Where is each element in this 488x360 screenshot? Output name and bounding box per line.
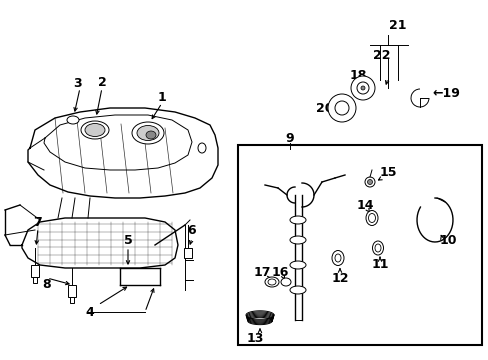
Circle shape xyxy=(327,94,355,122)
Text: 4: 4 xyxy=(85,306,94,319)
Ellipse shape xyxy=(374,244,380,252)
Circle shape xyxy=(334,101,348,115)
Text: 8: 8 xyxy=(42,279,51,292)
Ellipse shape xyxy=(331,251,343,266)
Bar xyxy=(31,265,39,277)
Text: ←19: ←19 xyxy=(431,86,459,99)
Ellipse shape xyxy=(146,131,156,139)
Ellipse shape xyxy=(289,286,305,294)
Circle shape xyxy=(360,86,364,90)
Text: 1: 1 xyxy=(157,90,166,104)
Text: 17: 17 xyxy=(253,266,270,279)
Text: 18: 18 xyxy=(348,68,366,81)
Text: 12: 12 xyxy=(330,271,348,284)
Ellipse shape xyxy=(365,211,377,225)
Polygon shape xyxy=(28,108,218,198)
Polygon shape xyxy=(22,218,178,268)
Bar xyxy=(238,145,481,345)
Ellipse shape xyxy=(67,116,79,124)
Text: 20: 20 xyxy=(316,102,333,114)
Ellipse shape xyxy=(132,122,163,144)
Bar xyxy=(33,277,37,283)
Ellipse shape xyxy=(289,216,305,224)
Ellipse shape xyxy=(289,261,305,269)
Ellipse shape xyxy=(267,279,275,285)
Ellipse shape xyxy=(372,241,383,255)
Bar xyxy=(68,285,76,297)
Text: 13: 13 xyxy=(246,332,263,345)
Ellipse shape xyxy=(289,236,305,244)
Ellipse shape xyxy=(334,254,340,262)
Text: 16: 16 xyxy=(271,266,288,279)
Text: 21: 21 xyxy=(388,18,406,32)
Text: 10: 10 xyxy=(438,234,456,247)
Text: 7: 7 xyxy=(34,216,42,229)
Ellipse shape xyxy=(281,278,290,286)
Ellipse shape xyxy=(364,177,374,187)
Text: 2: 2 xyxy=(98,76,106,89)
Ellipse shape xyxy=(81,121,109,139)
Text: 3: 3 xyxy=(73,77,81,90)
Bar xyxy=(70,297,74,303)
Text: 11: 11 xyxy=(370,258,388,271)
Text: 6: 6 xyxy=(187,224,196,237)
Text: 14: 14 xyxy=(356,198,373,212)
Ellipse shape xyxy=(85,123,105,136)
Circle shape xyxy=(356,82,368,94)
Ellipse shape xyxy=(198,143,205,153)
Ellipse shape xyxy=(264,277,279,287)
Ellipse shape xyxy=(137,126,159,140)
Circle shape xyxy=(350,76,374,100)
Bar xyxy=(183,248,192,258)
Ellipse shape xyxy=(368,213,375,222)
Text: 5: 5 xyxy=(123,234,132,247)
Ellipse shape xyxy=(367,180,372,185)
Text: 15: 15 xyxy=(379,166,396,179)
Text: 9: 9 xyxy=(285,131,294,144)
Text: 22: 22 xyxy=(372,49,390,62)
